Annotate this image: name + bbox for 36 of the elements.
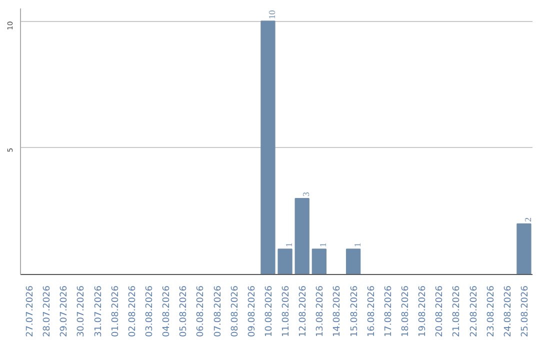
x-tick-label: 25.08.2026 — [520, 285, 530, 338]
x-tick-label: 11.08.2026 — [282, 285, 292, 338]
x-tick-label: 22.08.2026 — [469, 285, 480, 338]
data-label: 3 — [301, 192, 312, 196]
x-tick-label: 21.08.2026 — [452, 285, 462, 338]
x-tick-label: 20.08.2026 — [435, 285, 446, 338]
data-label: 2 — [522, 217, 533, 222]
x-tick-label: 12.08.2026 — [298, 285, 309, 338]
x-tick-label: 07.08.2026 — [213, 285, 224, 338]
x-tick-label: 04.08.2026 — [162, 285, 172, 338]
x-tick-label: 02.08.2026 — [128, 285, 138, 338]
x-tick-label: 30.07.2026 — [76, 285, 87, 338]
x-tick-label: 24.08.2026 — [503, 285, 514, 338]
x-tick-label: 23.08.2026 — [486, 285, 496, 338]
x-tick-label: 10.08.2026 — [264, 285, 274, 338]
data-label: 1 — [284, 242, 294, 248]
x-tick-label: 27.07.2026 — [26, 285, 36, 338]
x-tick-label: 19.08.2026 — [418, 285, 428, 338]
x-tick-label: 09.08.2026 — [247, 285, 258, 338]
x-tick-label: 01.08.2026 — [110, 285, 121, 338]
x-tick-label: 17.08.2026 — [384, 285, 394, 338]
x-tick-label: 05.08.2026 — [179, 285, 190, 338]
x-tick-label: 18.08.2026 — [401, 285, 411, 338]
data-label: 1 — [318, 242, 328, 248]
x-tick-label: 28.07.2026 — [42, 285, 53, 338]
x-tick-label: 29.07.2026 — [60, 285, 70, 338]
x-tick-label: 08.08.2026 — [230, 285, 240, 338]
data-label: 1 — [352, 242, 362, 248]
x-tick-label: 14.08.2026 — [332, 285, 343, 338]
x-tick-label: 03.08.2026 — [145, 285, 155, 338]
x-tick-label: 13.08.2026 — [316, 285, 326, 338]
data-label: 10 — [266, 10, 277, 20]
x-tick-label: 16.08.2026 — [366, 285, 377, 338]
x-tick-label: 31.07.2026 — [94, 285, 104, 338]
x-tick-label: 06.08.2026 — [196, 285, 206, 338]
x-tick-label: 15.08.2026 — [350, 285, 360, 338]
